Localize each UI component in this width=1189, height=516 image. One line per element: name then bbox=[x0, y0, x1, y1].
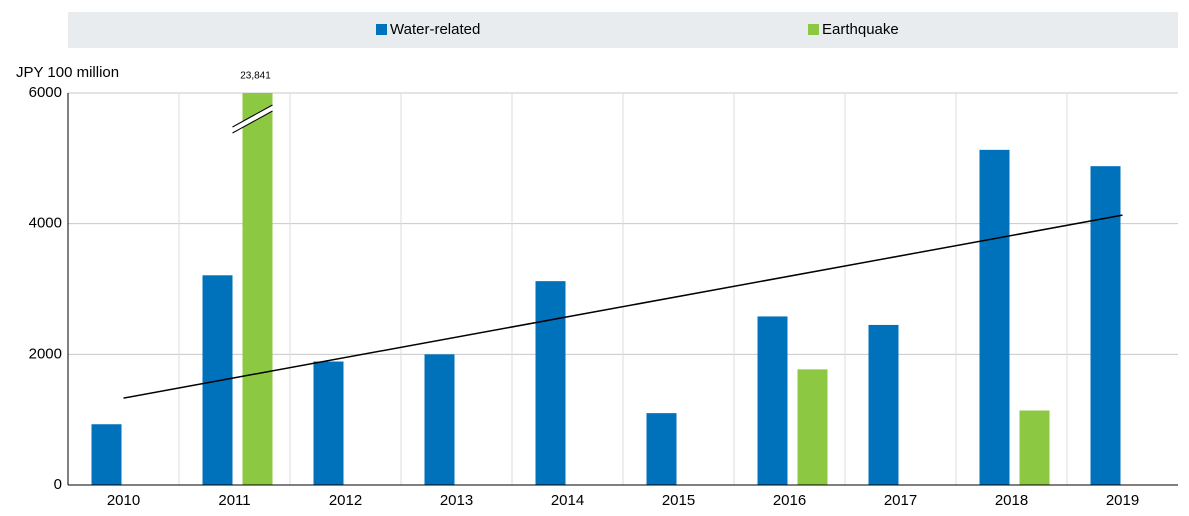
bar bbox=[646, 413, 677, 485]
bar bbox=[313, 361, 344, 485]
overlay: Water-related Earthquake 2010 2011 23,841 201… bbox=[107, 21, 1139, 509]
legend-swatch bbox=[808, 24, 819, 35]
x-tick-label: 2019 bbox=[1106, 492, 1139, 509]
trend-line bbox=[123, 214, 1123, 399]
x-tick-label: 2014 bbox=[551, 492, 584, 509]
bar bbox=[242, 93, 273, 485]
x-tick-label: 2017 bbox=[884, 492, 917, 509]
axis-break-line bbox=[232, 110, 273, 134]
x-tick-label: 2010 bbox=[107, 492, 140, 509]
x-tick-label: 2015 bbox=[662, 492, 695, 509]
bar bbox=[979, 149, 1010, 485]
x-tick-label: 2016 bbox=[773, 492, 806, 509]
axis-break bbox=[232, 105, 273, 133]
x-tick-label: 2018 bbox=[995, 492, 1028, 509]
bar bbox=[91, 424, 122, 485]
bar bbox=[424, 354, 455, 485]
value-label: 23,841 bbox=[240, 71, 271, 82]
legend-swatch bbox=[376, 24, 387, 35]
legend-label: Water-related bbox=[390, 21, 480, 38]
x-tick-label: 2012 bbox=[329, 492, 362, 509]
bar bbox=[868, 324, 899, 485]
bar bbox=[535, 281, 566, 485]
x-tick-label: 2011 bbox=[218, 492, 250, 509]
bar bbox=[797, 369, 828, 485]
y-axis-label: JPY 100 million bbox=[16, 64, 119, 81]
y-tick-label: 4000 bbox=[29, 215, 62, 232]
bar bbox=[757, 316, 788, 485]
bar bbox=[1090, 166, 1121, 485]
legend-box bbox=[68, 12, 1178, 48]
y-tick-label: 0 bbox=[54, 476, 62, 493]
x-tick-label: 2013 bbox=[440, 492, 473, 509]
y-tick-label: 6000 bbox=[29, 84, 62, 101]
axis-break-line bbox=[232, 104, 273, 128]
bar bbox=[1019, 410, 1050, 485]
y-tick-label: 2000 bbox=[29, 345, 62, 362]
legend-label: Earthquake bbox=[822, 21, 899, 38]
